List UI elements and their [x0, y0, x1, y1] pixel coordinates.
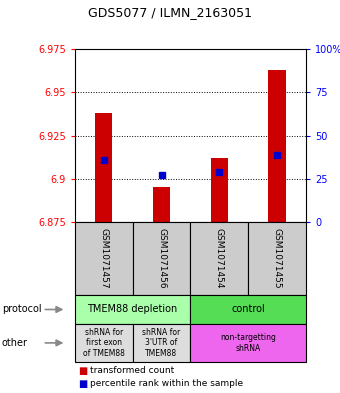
Text: ■: ■	[78, 379, 87, 389]
Text: shRNA for
3'UTR of
TMEM88: shRNA for 3'UTR of TMEM88	[142, 328, 181, 358]
Text: other: other	[2, 338, 28, 348]
Text: GSM1071455: GSM1071455	[273, 228, 282, 289]
Text: GDS5077 / ILMN_2163051: GDS5077 / ILMN_2163051	[88, 6, 252, 19]
Text: non-targetting
shRNA: non-targetting shRNA	[220, 333, 276, 353]
Bar	[95, 113, 112, 222]
Text: shRNA for
first exon
of TMEM88: shRNA for first exon of TMEM88	[83, 328, 125, 358]
Text: TMEM88 depletion: TMEM88 depletion	[87, 305, 178, 314]
Text: percentile rank within the sample: percentile rank within the sample	[90, 380, 243, 388]
Text: GSM1071454: GSM1071454	[215, 228, 224, 288]
Text: transformed count: transformed count	[90, 366, 174, 375]
Bar	[153, 187, 170, 222]
Bar	[210, 158, 228, 222]
Text: protocol: protocol	[2, 305, 41, 314]
Text: GSM1071456: GSM1071456	[157, 228, 166, 289]
Bar	[268, 70, 286, 222]
Text: GSM1071457: GSM1071457	[99, 228, 108, 289]
Text: control: control	[231, 305, 265, 314]
Text: ■: ■	[78, 365, 87, 376]
